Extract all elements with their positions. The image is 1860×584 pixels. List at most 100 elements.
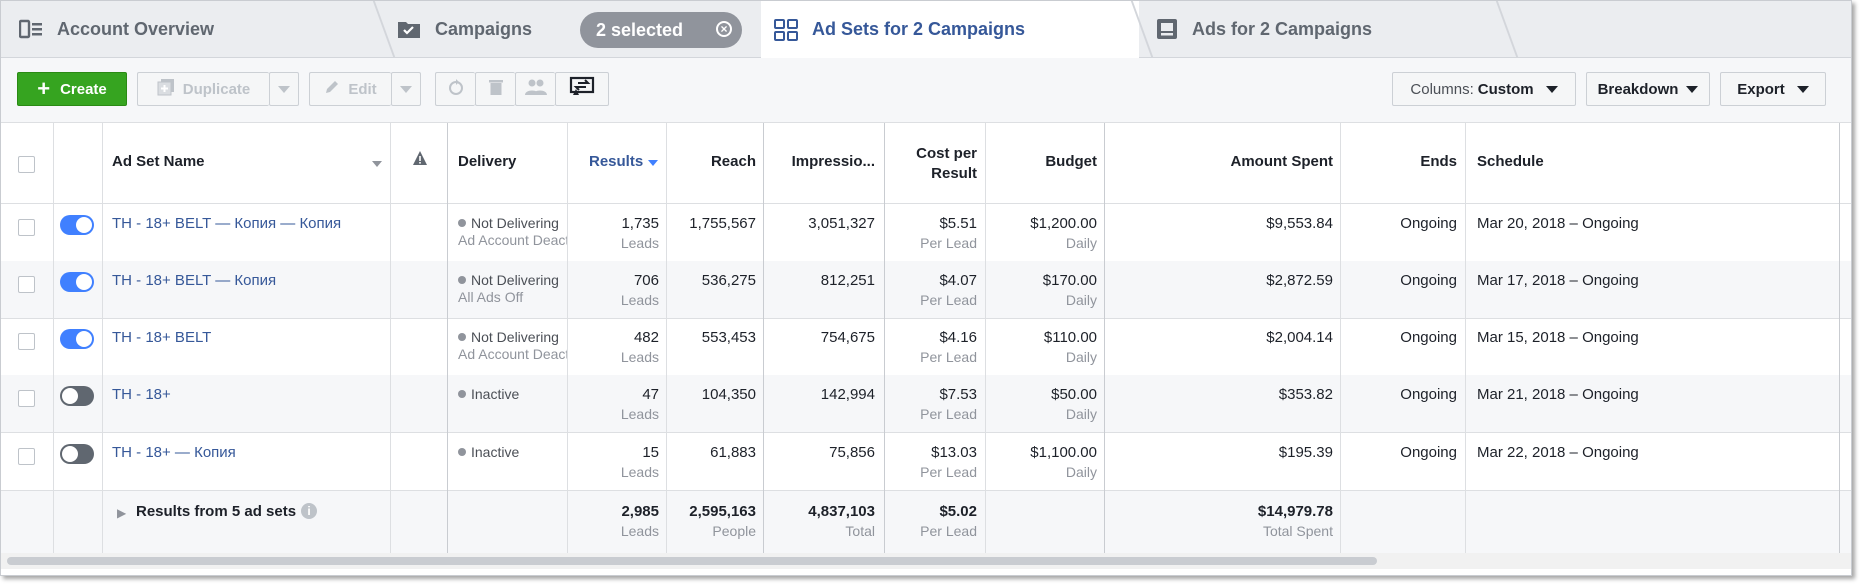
select-all-checkbox[interactable] <box>18 156 35 173</box>
budget-value: $170.00 <box>1042 272 1097 289</box>
cost-value: $5.51 <box>939 215 977 232</box>
table-row[interactable]: TH - 18+ BELT — Копия Not Delivering All A… <box>1 261 1851 319</box>
column-divider <box>102 123 103 553</box>
impressions-cell: 3,051,327 <box>808 215 875 232</box>
header-ad-set-name[interactable]: Ad Set Name <box>112 153 205 170</box>
budget-cell: $50.00 Daily <box>997 386 1097 422</box>
delivery-status: Inactive <box>458 444 568 461</box>
edit-dropdown-button[interactable] <box>391 72 421 106</box>
audience-button[interactable] <box>515 72 555 106</box>
sort-dropdown-icon[interactable] <box>372 161 382 167</box>
cost-cell: $7.53 Per Lead <box>889 386 977 422</box>
schedule-cell: Mar 17, 2018 – Ongoing <box>1477 272 1639 289</box>
header-impressions[interactable]: Impressio... <box>791 153 875 170</box>
cost-value: $4.07 <box>939 272 977 289</box>
duplicate-button[interactable]: Duplicate <box>137 72 269 106</box>
column-divider <box>985 123 986 553</box>
tab-ads[interactable]: Ads for 2 Campaigns <box>1156 1 1496 57</box>
status-toggle[interactable] <box>60 386 94 406</box>
column-divider <box>666 123 667 553</box>
clear-selection-icon[interactable]: × <box>716 21 732 37</box>
info-icon[interactable]: i <box>301 503 317 519</box>
reach-cell: 536,275 <box>701 272 756 289</box>
budget-period: Daily <box>1065 349 1097 365</box>
row-checkbox[interactable] <box>18 448 35 465</box>
tab-ad-sets[interactable]: Ad Sets for 2 Campaigns <box>761 1 1139 58</box>
toggle-knob <box>76 331 92 347</box>
impressions-cell: 75,856 <box>829 444 875 461</box>
delivery-label: Inactive <box>471 386 520 402</box>
chevron-down-icon <box>1796 85 1809 93</box>
columns-dropdown[interactable]: Columns: Custom <box>1392 72 1576 106</box>
column-divider <box>1340 123 1341 553</box>
cost-cell: $4.16 Per Lead <box>889 329 977 365</box>
results-cell: 47 Leads <box>571 386 659 422</box>
row-checkbox[interactable] <box>18 219 35 236</box>
trash-icon <box>488 78 504 100</box>
cost-unit: Per Lead <box>920 292 977 308</box>
header-reach[interactable]: Reach <box>710 153 756 170</box>
header-results[interactable]: Results <box>589 153 659 170</box>
selected-count-pill[interactable]: 2 selected × <box>580 12 742 48</box>
status-toggle[interactable] <box>60 329 94 349</box>
reach-cell: 104,350 <box>701 386 756 403</box>
expand-triangle-icon[interactable]: ▶ <box>117 506 127 520</box>
ad-set-name-link[interactable]: TH - 18+ — Копия <box>112 444 236 461</box>
status-toggle[interactable] <box>60 444 94 464</box>
results-value: 706 <box>633 272 659 289</box>
table-row[interactable]: TH - 18+ BELT Not Delivering Ad Account De… <box>1 318 1851 376</box>
cost-unit: Per Lead <box>920 349 977 365</box>
table-row[interactable]: TH - 18+ BELT — Копия — Копия Not Deliver… <box>1 204 1851 262</box>
results-unit: Leads <box>620 406 659 422</box>
budget-value: $1,100.00 <box>1030 444 1097 461</box>
column-divider <box>53 123 54 553</box>
table-row[interactable]: TH - 18+ — Копия Inactive 15 Leads 61,883 75,… <box>1 433 1851 491</box>
horizontal-scrollbar-thumb[interactable] <box>7 557 1377 565</box>
results-unit: Leads <box>620 464 659 480</box>
export-label: Export <box>1737 80 1785 98</box>
impressions-cell: 812,251 <box>820 272 875 289</box>
create-button[interactable]: + Create <box>17 72 127 106</box>
ad-set-name-link[interactable]: TH - 18+ BELT — Копия — Копия <box>112 215 342 232</box>
ad-set-name-link[interactable]: TH - 18+ BELT — Копия <box>112 272 277 289</box>
delete-button[interactable] <box>475 72 515 106</box>
tab-campaigns[interactable]: Campaigns <box>397 1 567 57</box>
schedule-cell: Mar 21, 2018 – Ongoing <box>1477 386 1639 403</box>
refresh-button[interactable] <box>435 72 475 106</box>
budget-value: $50.00 <box>1051 386 1097 403</box>
header-amount-spent[interactable]: Amount Spent <box>1230 153 1334 170</box>
preview-button[interactable] <box>555 72 609 106</box>
row-checkbox[interactable] <box>18 333 35 350</box>
amount-spent-cell: $353.82 <box>1278 386 1333 403</box>
header-delivery[interactable]: Delivery <box>458 153 517 170</box>
header-cost-line1: Cost per <box>916 145 977 162</box>
results-unit: Leads <box>620 235 659 251</box>
header-budget[interactable]: Budget <box>1045 153 1097 170</box>
table-row[interactable]: TH - 18+ Inactive 47 Leads 104,350 142,994 $7.… <box>1 375 1851 433</box>
duplicate-dropdown-button[interactable] <box>269 72 299 106</box>
tab-account-overview[interactable]: Account Overview <box>19 1 379 57</box>
edit-button[interactable]: Edit <box>309 72 391 106</box>
ad-set-name-link[interactable]: TH - 18+ BELT <box>112 329 212 346</box>
row-checkbox[interactable] <box>18 276 35 293</box>
results-value: 15 <box>642 444 659 461</box>
header-schedule[interactable]: Schedule <box>1477 153 1544 170</box>
header-cost-per-result[interactable]: Cost per Result <box>889 144 977 184</box>
sort-desc-icon <box>648 160 659 166</box>
column-divider <box>1465 123 1466 553</box>
budget-period: Daily <box>1065 292 1097 308</box>
row-checkbox[interactable] <box>18 390 35 407</box>
delivery-status: Inactive <box>458 386 568 403</box>
header-ends[interactable]: Ends <box>1420 153 1457 170</box>
results-value: 47 <box>642 386 659 403</box>
breakdown-dropdown[interactable]: Breakdown <box>1586 72 1710 106</box>
export-dropdown[interactable]: Export <box>1720 72 1826 106</box>
status-toggle[interactable] <box>60 215 94 235</box>
budget-period: Daily <box>1065 406 1097 422</box>
ends-cell: Ongoing <box>1400 329 1457 346</box>
ad-set-name-link[interactable]: TH - 18+ <box>112 386 171 403</box>
ends-cell: Ongoing <box>1400 272 1457 289</box>
status-toggle[interactable] <box>60 272 94 292</box>
